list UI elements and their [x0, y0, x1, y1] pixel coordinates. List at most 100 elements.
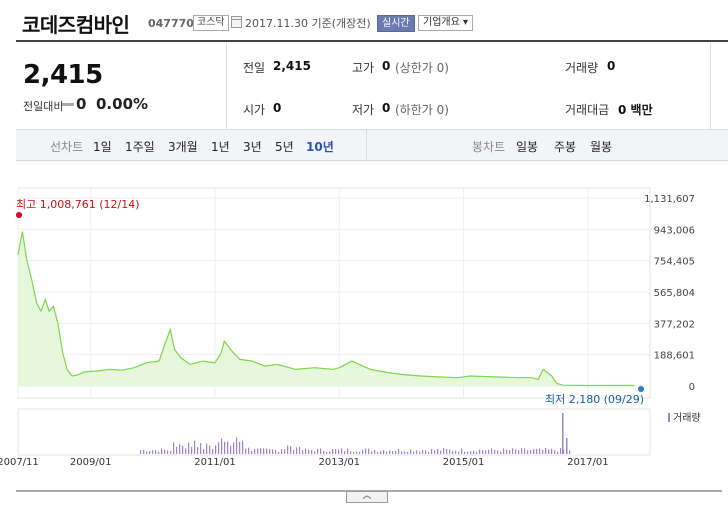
volume-bar [539, 448, 541, 454]
volume-bar [221, 438, 223, 454]
low-annotation: 최저 2,180 (09/29) [545, 393, 644, 406]
volume-label: 거래량 [565, 61, 599, 75]
volume-bar [329, 451, 331, 454]
candle-daily[interactable]: 일봉 [516, 140, 539, 154]
prev-close-value: 2,415 [273, 59, 311, 73]
candle-monthly[interactable]: 월봉 [590, 140, 613, 154]
volume-bar [341, 448, 343, 454]
upper-limit: (상한가 0) [395, 61, 449, 75]
volume-bar [158, 451, 160, 454]
x-tick-label: 2011/01 [194, 457, 236, 468]
volume-bar [287, 445, 289, 454]
volume-bar [323, 450, 325, 454]
unchanged-icon [62, 103, 74, 106]
volume-bar [314, 451, 316, 454]
volume-bar [491, 448, 493, 454]
candle-weekly[interactable]: 주봉 [554, 140, 577, 154]
volume-bar [167, 450, 169, 454]
volume-bar [419, 451, 421, 454]
volume-value: 0 [607, 59, 616, 73]
volume-bar [551, 448, 553, 454]
prev-close-label: 전일 [243, 61, 266, 75]
volume-bar [512, 448, 514, 454]
volume-bar [470, 451, 472, 454]
volume-bar [562, 413, 564, 454]
price-line [17, 231, 635, 387]
realtime-button[interactable]: 실시간 [377, 15, 415, 32]
quote-right-divider [710, 43, 711, 129]
volume-bar [443, 448, 445, 454]
volume-bar [281, 448, 283, 454]
volume-bar [386, 451, 388, 454]
volume-bar [392, 451, 394, 454]
volume-bar [278, 451, 280, 454]
volume-bar [242, 440, 244, 454]
volume-bar [518, 450, 520, 454]
header-divider [16, 40, 728, 42]
volume-bar [356, 451, 358, 454]
high-annotation: 최고 1,008,761 (12/14) [16, 198, 140, 211]
period-5y[interactable]: 5년 [275, 140, 294, 154]
base-date: 2017.11.30 기준(개장전) [245, 17, 371, 30]
x-tick-label: 2017/01 [567, 457, 609, 468]
volume-bar [362, 449, 364, 454]
volume-bar [497, 450, 499, 454]
period-3m[interactable]: 3개월 [168, 140, 198, 154]
volume-bar [224, 441, 226, 454]
volume-bar [161, 448, 163, 454]
change-label: 전일대비 [23, 100, 64, 113]
volume-bar [200, 443, 202, 454]
high-marker [16, 212, 22, 218]
company-info-button[interactable]: 기업개요 ▾ [418, 15, 473, 31]
volume-bar [254, 448, 256, 454]
volume-bar [212, 449, 214, 454]
low-label: 저가 [352, 103, 375, 117]
volume-bar [272, 449, 274, 454]
volume-bar [209, 445, 211, 454]
volume-bar [407, 451, 409, 454]
volume-bar [320, 448, 322, 454]
volume-bar [503, 448, 505, 454]
stock-code: 047770 [148, 17, 194, 30]
volume-bar [467, 451, 469, 454]
volume-bar [509, 450, 511, 454]
volume-bar [530, 450, 532, 454]
volume-bar [380, 450, 382, 454]
chart-collapse-button[interactable]: ︿ [346, 491, 388, 503]
period-3y[interactable]: 3년 [243, 140, 262, 154]
volume-bar [542, 449, 544, 454]
volume-bar [545, 448, 547, 454]
calendar-icon[interactable] [231, 16, 242, 28]
line-chart-label: 선차트 [50, 140, 84, 154]
period-1w[interactable]: 1주일 [125, 140, 155, 154]
volume-bar [173, 442, 175, 454]
volume-bar [206, 443, 208, 454]
low-marker [638, 386, 644, 392]
plot-area [17, 187, 651, 399]
volume-bar [302, 450, 304, 454]
header: 코데즈컴바인 047770 코스닥 2017.11.30 기준(개장전) 실시간… [0, 0, 728, 40]
volume-bar [494, 449, 496, 454]
period-10y[interactable]: 10년 [306, 140, 334, 154]
period-1y[interactable]: 1년 [211, 140, 230, 154]
period-1d[interactable]: 1일 [93, 140, 112, 154]
volume-bar [557, 451, 559, 454]
volume-bar [275, 449, 277, 454]
y-tick-label: 188,601 [654, 351, 695, 362]
quote-divider [226, 43, 227, 129]
volume-bar [338, 449, 340, 454]
company-name: 코데즈컴바인 [22, 13, 130, 37]
volume-bar [296, 447, 298, 454]
volume-bar [293, 450, 295, 454]
high-label: 고가 [352, 61, 375, 75]
volume-bar [317, 448, 319, 454]
amount-label: 거래대금 [565, 103, 610, 117]
open-value: 0 [273, 101, 282, 115]
volume-bar [434, 450, 436, 454]
volume-bar [140, 450, 142, 454]
price-area [18, 231, 635, 386]
volume-bar [236, 437, 238, 454]
volume-bar [266, 448, 268, 454]
volume-bar [479, 449, 481, 454]
change-rate: 0.00% [96, 95, 149, 113]
